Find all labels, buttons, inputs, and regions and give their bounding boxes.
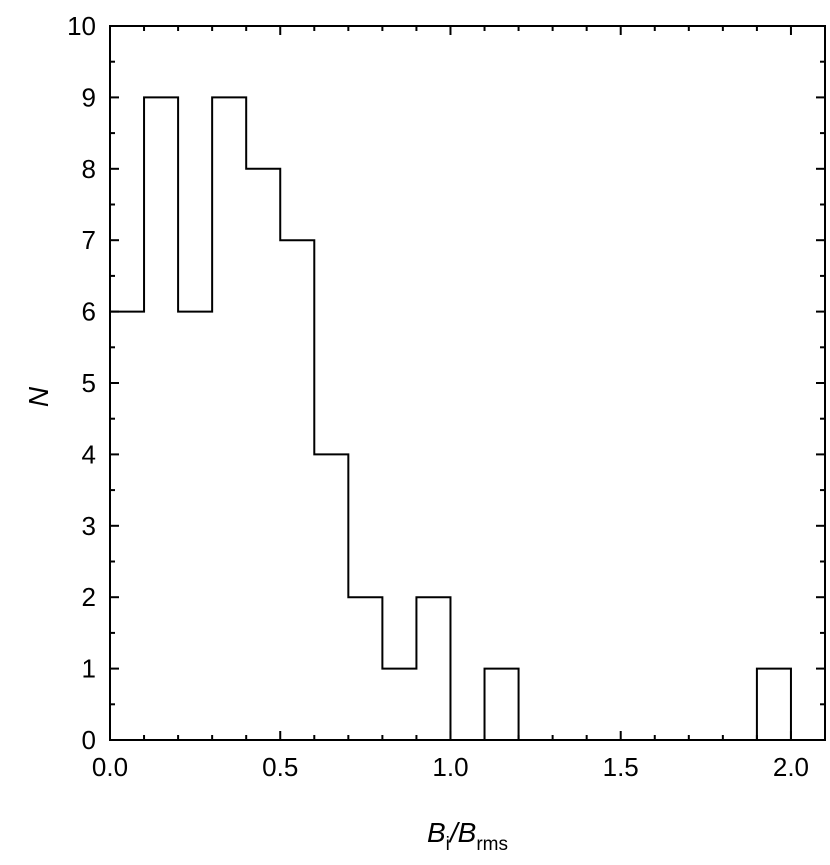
y-tick-label: 8 — [82, 154, 96, 184]
x-tick-label: 0.0 — [92, 752, 128, 782]
y-tick-label: 2 — [82, 582, 96, 612]
histogram-bar — [246, 169, 280, 740]
histogram-outline — [109, 96, 792, 740]
x-axis-label: Bi/Brms — [427, 817, 508, 855]
y-axis-label: N — [23, 386, 54, 407]
x-tick-label: 1.5 — [603, 752, 639, 782]
histogram-bar — [348, 597, 382, 740]
y-tick-label: 10 — [67, 11, 96, 41]
plot-frame — [109, 25, 826, 741]
y-tick-label: 4 — [82, 439, 96, 469]
plot-border — [109, 25, 826, 741]
histogram-bar — [757, 669, 791, 740]
x-tick-label: 1.0 — [432, 752, 468, 782]
histogram-bar — [144, 97, 178, 740]
y-axis-ticks: 0 1 2 3 4 5 6 7 8 9 10 — [67, 11, 825, 755]
y-tick-label: 9 — [82, 82, 96, 112]
x-tick-label: 2.0 — [773, 752, 809, 782]
histogram-bar — [280, 240, 314, 740]
y-tick-label: 5 — [82, 368, 96, 398]
histogram-bar — [178, 312, 212, 740]
histogram-bar — [416, 597, 450, 740]
x-tick-label: 0.5 — [262, 752, 298, 782]
y-tick-label: 3 — [82, 511, 96, 541]
x-axis-ticks: 0.0 0.5 1.0 1.5 2.0 — [92, 26, 826, 782]
y-tick-label: 7 — [82, 225, 96, 255]
y-tick-label: 0 — [82, 725, 96, 755]
histogram-bar — [382, 669, 416, 740]
histogram-bar — [485, 669, 519, 740]
histogram-bar — [212, 97, 246, 740]
y-tick-label: 6 — [82, 297, 96, 327]
y-tick-label: 1 — [82, 654, 96, 684]
histogram-bar — [314, 454, 348, 740]
